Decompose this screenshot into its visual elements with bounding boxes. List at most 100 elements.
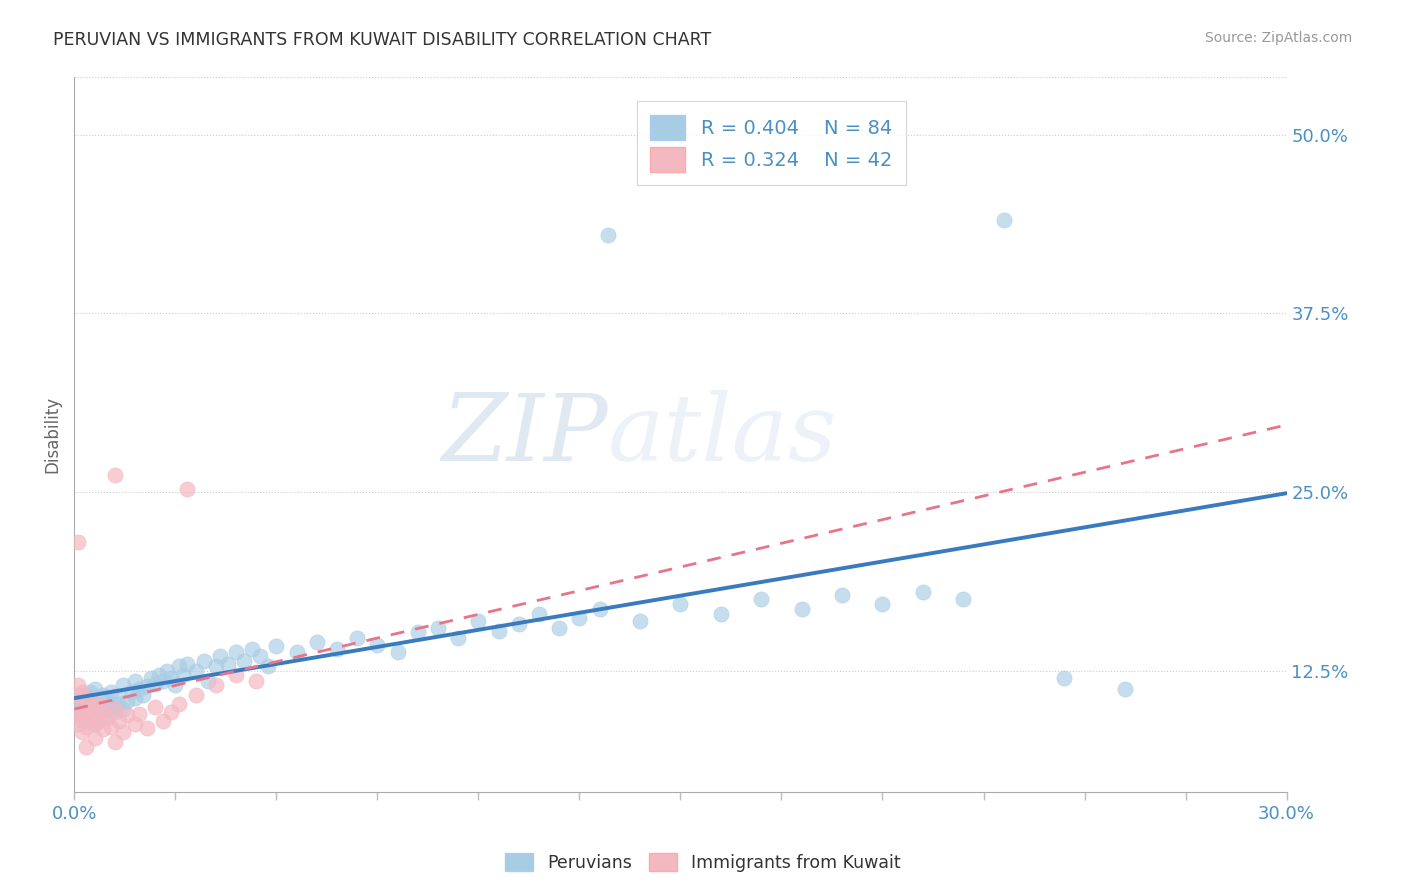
Point — [467, 614, 489, 628]
Point — [588, 602, 610, 616]
Legend: R = 0.404    N = 84, R = 0.324    N = 42: R = 0.404 N = 84, R = 0.324 N = 42 — [637, 102, 905, 186]
Point — [100, 701, 122, 715]
Point — [1053, 671, 1076, 685]
Point — [488, 624, 510, 638]
Point — [120, 685, 142, 699]
Point — [83, 706, 105, 721]
Point — [160, 705, 183, 719]
Point — [83, 716, 105, 731]
Point — [172, 668, 194, 682]
Point — [139, 671, 162, 685]
Point — [79, 685, 101, 699]
Point — [204, 659, 226, 673]
Legend: Peruvians, Immigrants from Kuwait: Peruvians, Immigrants from Kuwait — [499, 847, 907, 879]
Point — [143, 699, 166, 714]
Text: atlas: atlas — [607, 390, 837, 480]
Point — [91, 688, 114, 702]
Point — [104, 735, 127, 749]
Point — [115, 694, 138, 708]
Point — [111, 678, 134, 692]
Point — [111, 725, 134, 739]
Point — [79, 699, 101, 714]
Point — [132, 688, 155, 702]
Point — [165, 678, 187, 692]
Point — [831, 588, 853, 602]
Point — [83, 731, 105, 745]
Point — [790, 602, 813, 616]
Point — [67, 678, 90, 692]
Point — [124, 716, 146, 731]
Point — [67, 688, 90, 702]
Point — [1114, 682, 1136, 697]
Point — [136, 680, 159, 694]
Text: PERUVIAN VS IMMIGRANTS FROM KUWAIT DISABILITY CORRELATION CHART: PERUVIAN VS IMMIGRANTS FROM KUWAIT DISAB… — [53, 31, 711, 49]
Point — [169, 697, 191, 711]
Point — [100, 719, 122, 733]
Point — [872, 597, 894, 611]
Point — [217, 657, 239, 671]
Point — [107, 697, 129, 711]
Point — [266, 640, 288, 654]
Point — [83, 705, 105, 719]
Point — [208, 649, 231, 664]
Point — [326, 642, 349, 657]
Point — [75, 739, 97, 754]
Point — [104, 690, 127, 704]
Point — [111, 702, 134, 716]
Point — [67, 716, 90, 731]
Point — [115, 708, 138, 723]
Point — [87, 709, 110, 723]
Point — [197, 673, 219, 688]
Point — [67, 706, 90, 721]
Point — [91, 723, 114, 737]
Point — [176, 482, 198, 496]
Point — [75, 688, 97, 702]
Point — [176, 657, 198, 671]
Point — [136, 721, 159, 735]
Point — [128, 682, 150, 697]
Point — [107, 714, 129, 728]
Point — [124, 673, 146, 688]
Point — [87, 714, 110, 728]
Point — [152, 673, 174, 688]
Point — [72, 685, 94, 699]
Point — [100, 685, 122, 699]
Point — [233, 654, 256, 668]
Point — [387, 645, 409, 659]
Point — [508, 616, 530, 631]
Point — [193, 654, 215, 668]
Point — [75, 711, 97, 725]
Point — [160, 671, 183, 685]
Point — [67, 692, 90, 706]
Point — [249, 649, 271, 664]
Point — [83, 716, 105, 731]
Point — [245, 673, 267, 688]
Point — [72, 692, 94, 706]
Point — [79, 706, 101, 721]
Point — [225, 668, 247, 682]
Point — [67, 699, 90, 714]
Point — [124, 690, 146, 705]
Y-axis label: Disability: Disability — [44, 396, 60, 474]
Point — [104, 467, 127, 482]
Point — [527, 607, 550, 621]
Point — [148, 668, 170, 682]
Point — [79, 711, 101, 725]
Point — [406, 625, 429, 640]
Point — [91, 704, 114, 718]
Point — [72, 702, 94, 716]
Point — [72, 699, 94, 714]
Point — [628, 614, 651, 628]
Point — [72, 711, 94, 725]
Point — [143, 676, 166, 690]
Point — [427, 621, 450, 635]
Point — [204, 678, 226, 692]
Point — [669, 597, 692, 611]
Point — [568, 611, 591, 625]
Point — [91, 705, 114, 719]
Point — [257, 659, 280, 673]
Point — [710, 607, 733, 621]
Point — [911, 585, 934, 599]
Point — [87, 698, 110, 712]
Point — [72, 714, 94, 728]
